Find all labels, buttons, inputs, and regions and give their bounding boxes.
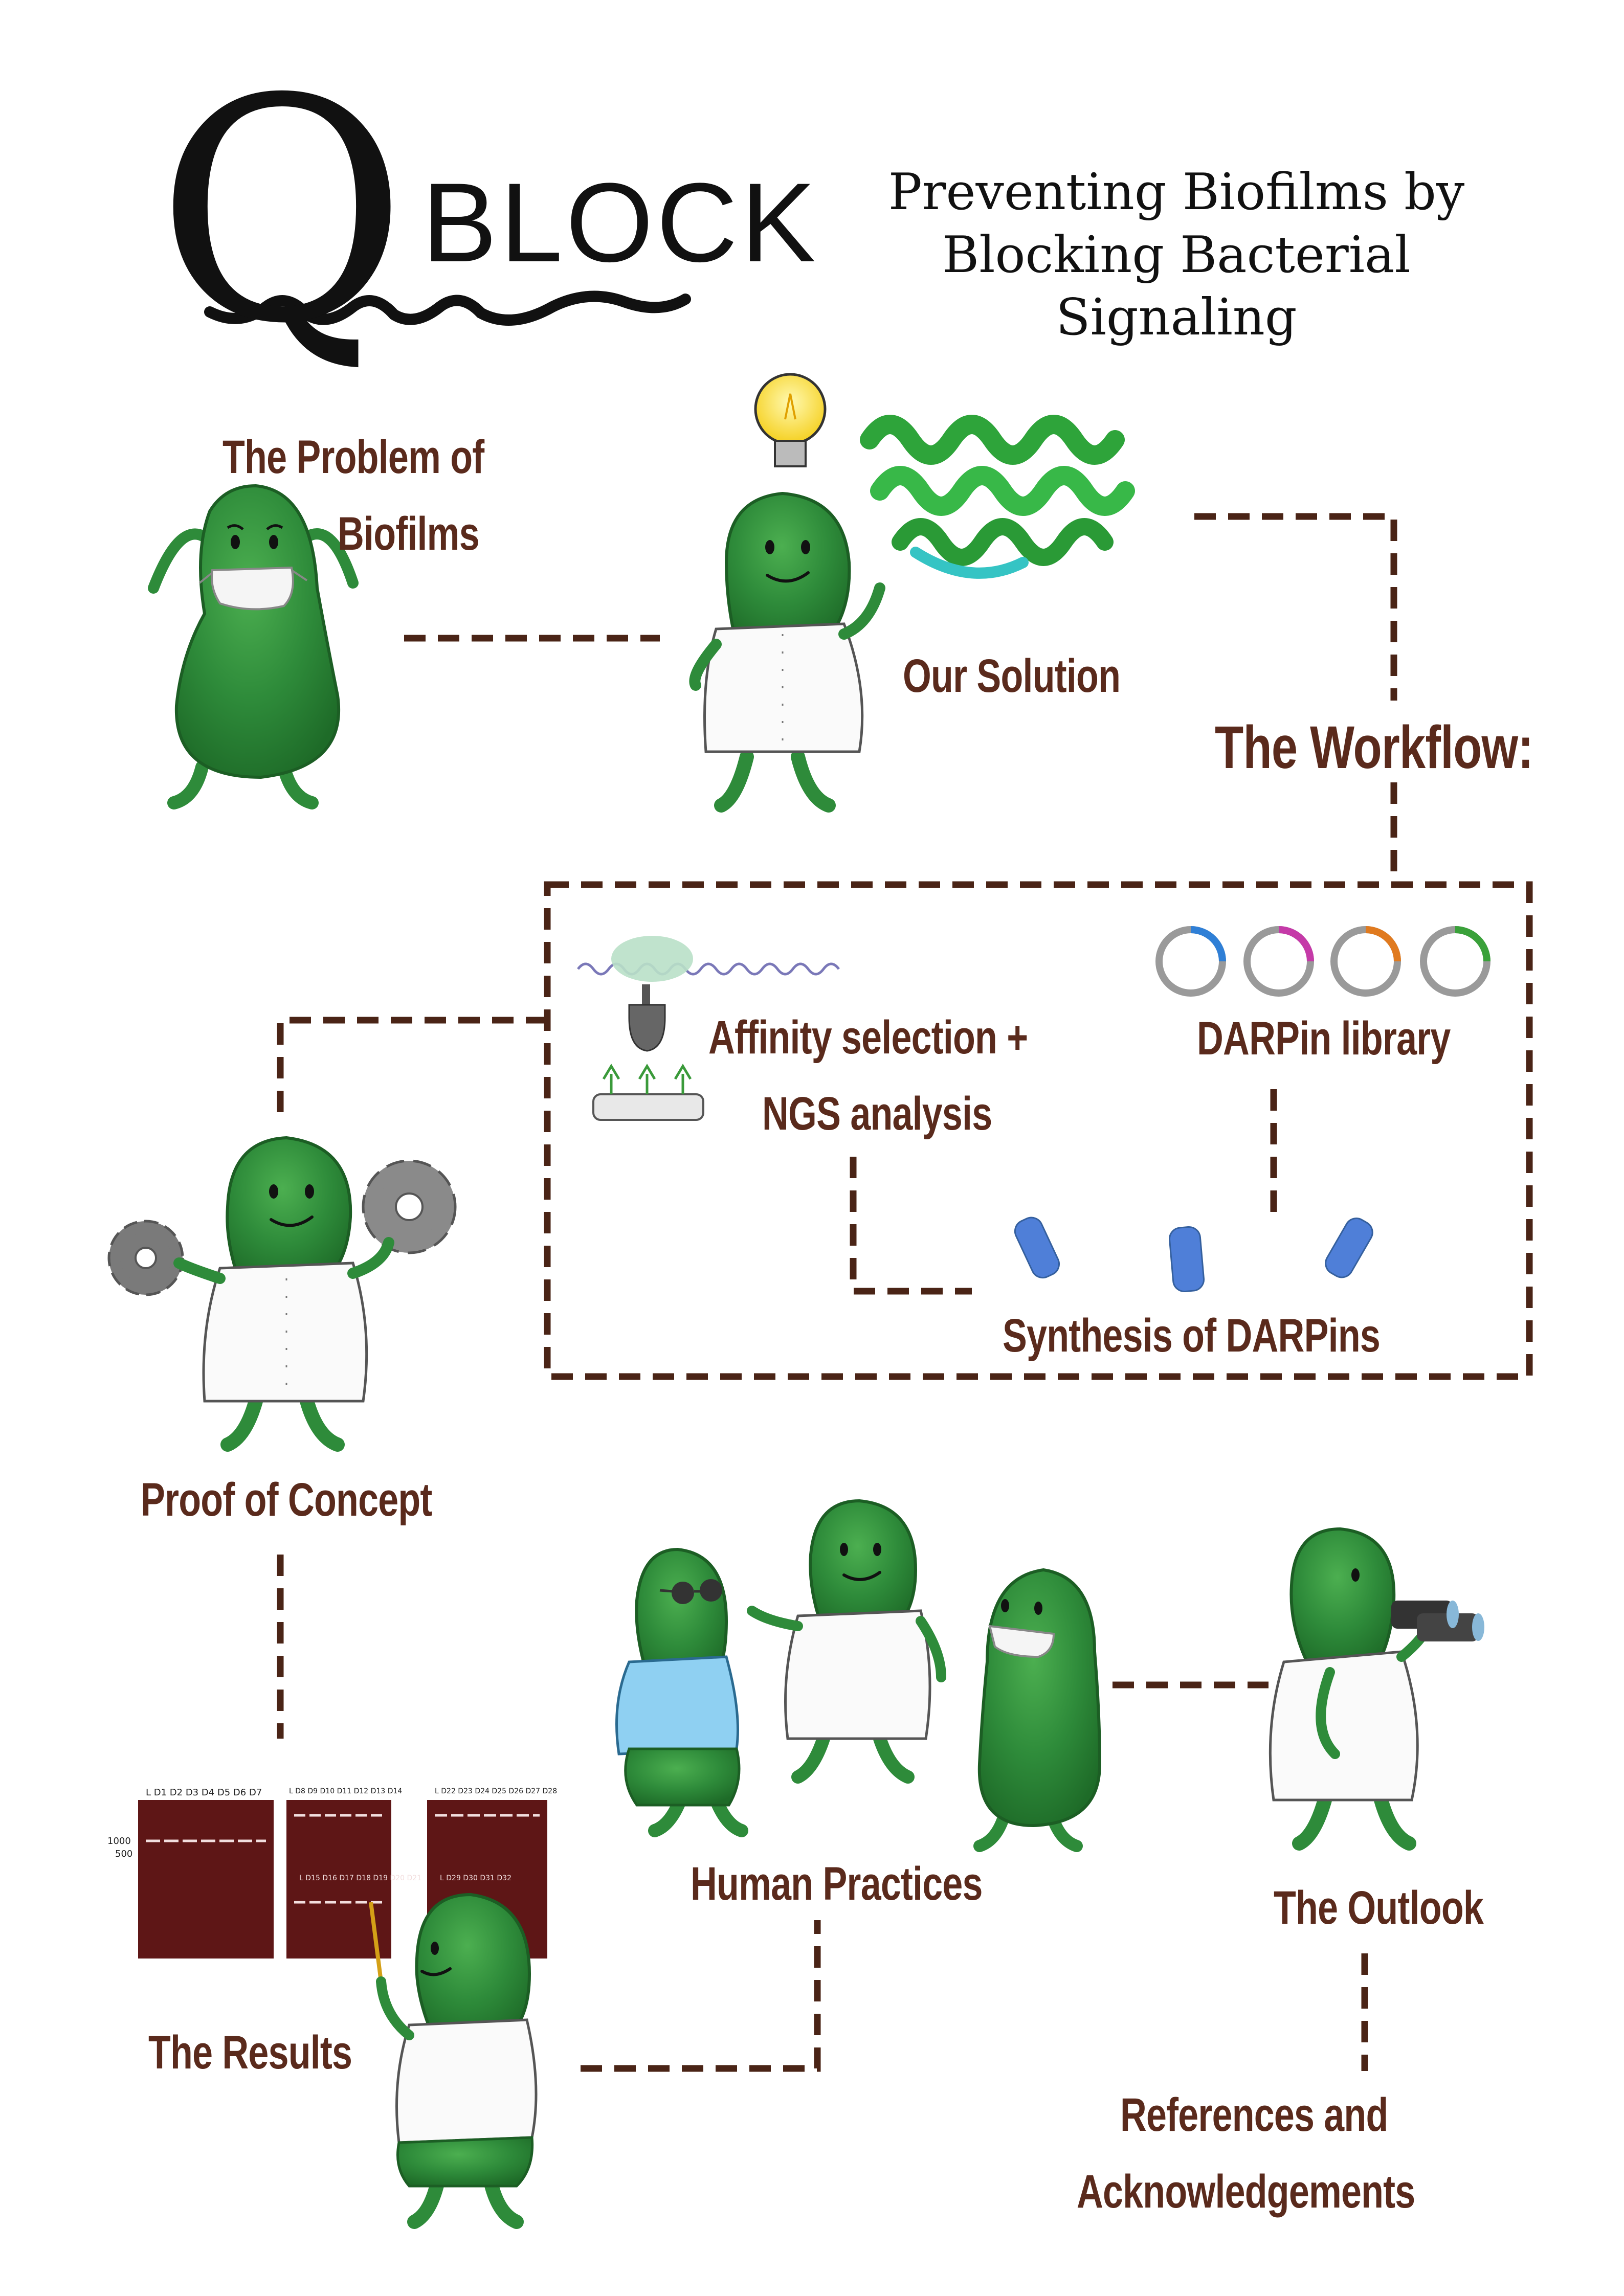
label-workflow[interactable]: The Workflow: [1215,714,1533,781]
gel-lanes-5: L D29 D30 D31 D32 [440,1874,511,1882]
gel-lanes-2: L D8 D9 D10 D11 D12 D13 D14 [289,1787,403,1795]
label-results[interactable]: The Results [148,2027,352,2079]
face-mask [211,566,294,611]
logo-block: BLOCK [422,160,819,285]
darpin-molecules-icon [1014,1217,1373,1293]
gel-lanes-1: L D1 D2 D3 D4 D5 D6 D7 [146,1787,262,1798]
connector-solution-workflow [1194,513,1397,701]
gel-marker-1000: 1000 [107,1836,131,1847]
gel-lanes-3: L D22 D23 D24 D25 D26 D27 D28 [435,1787,558,1795]
tagline-line-1: Preventing Biofilms by [888,163,1465,221]
logo-q: Q [156,33,408,391]
affinity-selection-icon [577,936,840,1121]
label-references-line-2[interactable]: Acknowledgements [1077,2166,1415,2218]
gel-marker-500: 500 [115,1849,133,1859]
lightbulb-icon [754,373,827,467]
outlook-scientist-character [1269,1527,1437,1851]
label-our-solution[interactable]: Our Solution [903,650,1121,702]
gel-electrophoresis-image [138,1800,547,1959]
gel-lanes-4: L D15 D16 D17 D18 D19 D20 D21 [299,1874,422,1882]
binoculars-icon [1391,1601,1484,1641]
label-human-practices[interactable]: Human Practices [691,1858,983,1910]
label-synthesis[interactable]: Synthesis of DARPins [1003,1310,1381,1362]
label-outlook[interactable]: The Outlook [1274,1882,1484,1934]
connector-affinity-synthesis [850,1157,972,1295]
tagline: Preventing Biofilms by Blocking Bacteria… [829,161,1524,349]
label-problem-line-2[interactable]: Biofilms [338,508,480,560]
label-darpin-library[interactable]: DARPin library [1197,1012,1451,1065]
logo-wave [204,290,691,326]
protein-structure-icon [860,415,1135,579]
results-scientist-character [369,1893,538,2229]
tagline-line-2: Blocking Bacterial Signaling [942,226,1411,347]
label-affinity-line-1[interactable]: Affinity selection + [708,1011,1028,1064]
label-proof-of-concept[interactable]: Proof of Concept [141,1474,432,1526]
label-references-line-1[interactable]: References and [1120,2089,1388,2141]
gear-icon [362,1159,457,1254]
solution-scientist-character [689,491,885,813]
label-problem-line-1[interactable]: The Problem of [223,431,484,483]
plasmid-library-icon [1155,926,1490,997]
workflow-box [544,881,1533,1380]
connector-results-hp [581,1920,821,2072]
connector-box-proof [277,1017,547,1115]
gear-small-icon [107,1220,184,1296]
worried-bacterium-character [148,484,359,809]
label-affinity-line-2[interactable]: NGS analysis [762,1088,992,1140]
human-practices-characters [615,1499,1102,1852]
proof-scientist-character [173,1136,394,1452]
